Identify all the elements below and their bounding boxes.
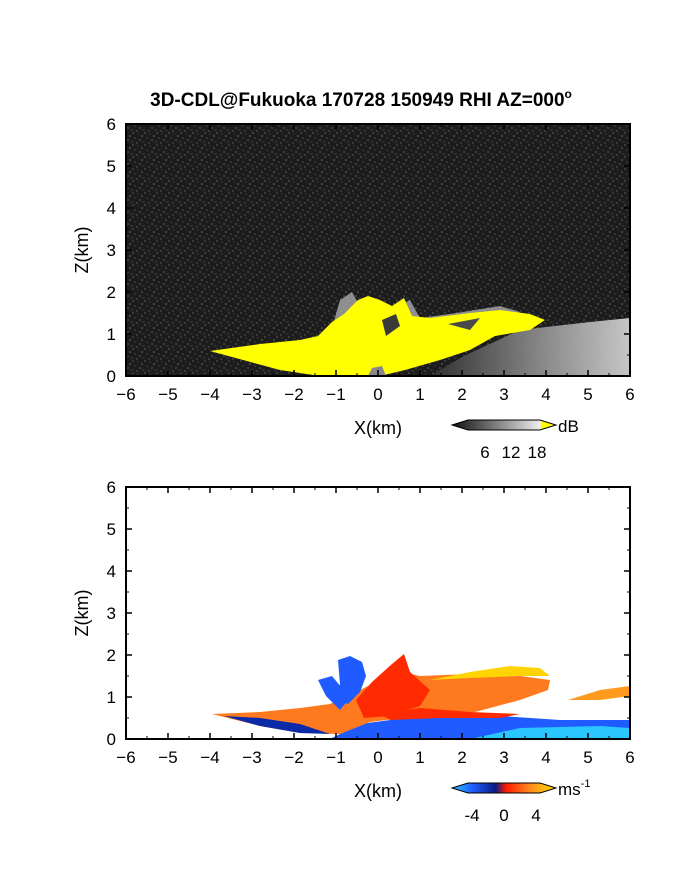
velocity-colorbar-unit: ms-1 — [558, 778, 590, 799]
reflectivity-colorbar-bar — [450, 419, 558, 431]
velocity-ytick-label: 6 — [107, 478, 116, 497]
reflectivity-xtick-label: −3 — [242, 385, 261, 404]
reflectivity-ground-bump — [368, 366, 386, 376]
reflectivity-xtick-label: 6 — [625, 385, 634, 404]
velocity-colorbar-tick: -4 — [464, 806, 479, 825]
velocity-xtick-label: −2 — [284, 748, 303, 767]
degree-mark: o — [565, 87, 572, 101]
velocity-near-zero-core — [356, 654, 430, 718]
velocity-negative-base — [224, 716, 330, 734]
reflectivity-xtick-label: 5 — [583, 385, 592, 404]
reflectivity-xtick-label: −2 — [284, 385, 303, 404]
velocity-negative-low-layer-light — [470, 726, 630, 739]
velocity-ylabel: Z(km) — [72, 590, 92, 637]
velocity-ytick-label: 2 — [107, 646, 116, 665]
reflectivity-ytick-label: 6 — [107, 115, 116, 134]
reflectivity-xtick-label: −4 — [200, 385, 219, 404]
velocity-xtick-label: −6 — [116, 748, 135, 767]
velocity-xtick-label: 5 — [583, 748, 592, 767]
velocity-ytick-label: 4 — [107, 562, 116, 581]
velocity-colorbar-tick: 0 — [499, 806, 508, 825]
reflectivity-xtick-label: 2 — [457, 385, 466, 404]
reflectivity-xtick-label: −1 — [326, 385, 345, 404]
velocity-negative-plume — [318, 676, 350, 710]
velocity-xtick-label: 1 — [415, 748, 424, 767]
velocity-colorbar-tick: 4 — [531, 806, 540, 825]
velocity-panel: −6 −5 −4 −3 −2 −1 0 1 2 3 4 5 6 0 1 2 3 4 5 6 X(km) Z(km) m… — [72, 478, 635, 825]
velocity-ytick-label: 3 — [107, 604, 116, 623]
velocity-xtick-label: 4 — [541, 748, 550, 767]
reflectivity-colorbar: dB 6 12 18 — [450, 417, 579, 462]
velocity-ytick-label: 0 — [107, 730, 116, 749]
reflectivity-xlabel: X(km) — [354, 418, 402, 438]
velocity-xtick-label: −3 — [242, 748, 261, 767]
reflectivity-colorbar-unit: dB — [558, 417, 579, 436]
reflectivity-ytick-label: 1 — [107, 325, 116, 344]
velocity-ytick-label: 5 — [107, 520, 116, 539]
reflectivity-xtick-label: −5 — [158, 385, 177, 404]
velocity-high-top-edge — [430, 666, 550, 680]
reflectivity-ytick-label: 4 — [107, 199, 116, 218]
reflectivity-colorbar-tick: 12 — [502, 443, 521, 462]
reflectivity-xtick-label: 0 — [373, 385, 382, 404]
velocity-colorbar-bar — [450, 782, 558, 794]
reflectivity-xtick-label: 3 — [499, 385, 508, 404]
velocity-xtick-label: −5 — [158, 748, 177, 767]
reflectivity-colorbar-tick: 18 — [528, 443, 547, 462]
reflectivity-ytick-label: 3 — [107, 241, 116, 260]
reflectivity-xtick-label: −6 — [116, 385, 135, 404]
reflectivity-ytick-label: 0 — [107, 367, 116, 386]
reflectivity-strong-echo-region — [210, 296, 545, 376]
figure-title: 3D-CDL@Fukuoka 170728 150949 RHI AZ=000o — [150, 87, 572, 111]
velocity-ytick-label: 1 — [107, 688, 116, 707]
reflectivity-colorbar-tick: 6 — [480, 443, 489, 462]
velocity-xtick-label: 3 — [499, 748, 508, 767]
velocity-xlabel: X(km) — [354, 781, 402, 801]
velocity-colorbar: ms-1 -4 0 4 — [450, 778, 590, 825]
reflectivity-ytick-label: 5 — [107, 157, 116, 176]
velocity-xtick-label: 6 — [625, 748, 634, 767]
velocity-xtick-label: −4 — [200, 748, 219, 767]
velocity-xtick-label: −1 — [326, 748, 345, 767]
reflectivity-dark-cut — [448, 318, 480, 330]
reflectivity-dark-cut — [382, 314, 400, 336]
velocity-near-zero-streak — [380, 708, 520, 720]
velocity-xtick-label: 0 — [373, 748, 382, 767]
reflectivity-ytick-label: 2 — [107, 283, 116, 302]
velocity-high-right-layer — [568, 686, 630, 700]
reflectivity-xtick-label: 4 — [541, 385, 550, 404]
velocity-xtick-label: 2 — [457, 748, 466, 767]
reflectivity-weak-echo-region — [430, 318, 630, 376]
reflectivity-ylabel: Z(km) — [72, 227, 92, 274]
reflectivity-xtick-label: 1 — [415, 385, 424, 404]
